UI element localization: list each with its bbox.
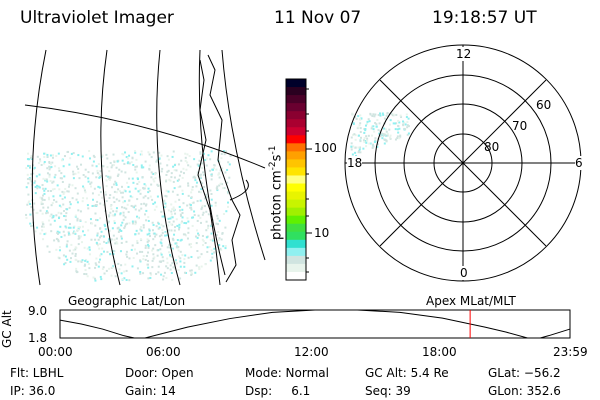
colorbar-swatch: [286, 191, 306, 201]
polar-grid: [344, 44, 582, 282]
status-field: Dsp: 6.1: [245, 384, 311, 398]
colorbar-swatch: [286, 79, 306, 88]
polar-lat-60: 60: [536, 98, 552, 112]
x-tick: 00:00: [38, 345, 73, 359]
colorbar-swatch: [286, 111, 306, 120]
latitude-line: [24, 104, 266, 169]
polar-label-18: 18: [347, 156, 363, 170]
meridian-line: [156, 49, 181, 286]
colorbar-ticks: [306, 88, 312, 273]
colorbar-swatch: [286, 95, 306, 104]
geographic-label: Geographic Lat/Lon: [68, 294, 186, 308]
coastline: [207, 54, 241, 283]
colorbar-swatch: [286, 231, 306, 241]
colorbar-swatch: [286, 127, 306, 136]
colorbar-swatch: [286, 135, 306, 144]
time-label: 19:18:57 UT: [432, 8, 537, 28]
colorbar-tick-10: 10: [314, 226, 330, 240]
gc-alt-series: [59, 309, 571, 339]
x-tick: 06:00: [146, 345, 181, 359]
status-field: Flt: LBHL: [10, 366, 64, 380]
y-tick: 9.0: [28, 304, 48, 318]
limb-edge: [229, 179, 249, 201]
colorbar-swatch: [286, 119, 306, 128]
colorbar-swatch: [286, 255, 306, 265]
y-tick: 1.8: [28, 331, 48, 345]
status-field: GLon: 352.6: [488, 384, 561, 398]
status-field: Seq: 39: [365, 384, 411, 398]
status-field: IP: 36.0: [10, 384, 56, 398]
polar-label-12: 12: [456, 47, 472, 61]
colorbar-swatch: [286, 239, 306, 249]
meridian-line: [221, 49, 266, 261]
apex-label: Apex MLat/MLT: [426, 294, 516, 308]
status-field: Door: Open: [125, 366, 194, 380]
colorbar-swatch: [286, 151, 306, 160]
status-field: Gain: 14: [125, 384, 176, 398]
colorbar-swatch: [286, 87, 306, 96]
colorbar-swatch: [286, 183, 306, 193]
colorbar-swatch: [286, 167, 306, 176]
colorbar-swatch: [286, 207, 306, 217]
polar-lat-80: 80: [484, 140, 500, 154]
x-tick: 23:59: [553, 345, 588, 359]
colorbar-swatch: [286, 263, 306, 273]
date-label: 11 Nov 07: [274, 8, 362, 28]
meridian-line: [100, 49, 121, 286]
meridian-line: [31, 49, 47, 286]
colorbar-swatch: [286, 215, 306, 225]
colorbar-swatch: [286, 159, 306, 168]
colorbar-swatch: [286, 223, 306, 233]
polar-label-0: 0: [460, 266, 468, 280]
colorbar-swatch: [286, 103, 306, 112]
x-tick: 12:00: [294, 345, 329, 359]
colorbar-swatch: [286, 247, 306, 257]
uv-emission-speckle: [25, 150, 232, 282]
colorbar: [286, 79, 306, 281]
status-field: GLat: −56.2: [488, 366, 561, 380]
geographic-grid: [24, 49, 266, 286]
status-field: GC Alt: 5.4 Re: [365, 366, 449, 380]
polar-lat-70: 70: [512, 119, 528, 133]
colorbar-tick-100: 100: [314, 141, 337, 155]
polar-label-6: 6: [575, 156, 583, 170]
colorbar-label: photon cm-2s-1: [268, 145, 285, 240]
instrument-title: Ultraviolet Imager: [20, 8, 174, 28]
gc-alt-axis-label: GC Alt: [0, 310, 14, 348]
status-field: Mode: Normal: [245, 366, 329, 380]
colorbar-swatch: [286, 175, 306, 185]
coastline: [197, 59, 221, 286]
colorbar-swatch: [286, 199, 306, 209]
meridian-line: [198, 49, 226, 276]
colorbar-frame: [285, 78, 307, 281]
colorbar-swatch: [286, 143, 306, 152]
colorbar-swatch: [286, 271, 306, 281]
polar-emission: [350, 112, 410, 157]
gc-alt-plot-frame: [59, 309, 571, 339]
x-tick: 18:00: [422, 345, 457, 359]
